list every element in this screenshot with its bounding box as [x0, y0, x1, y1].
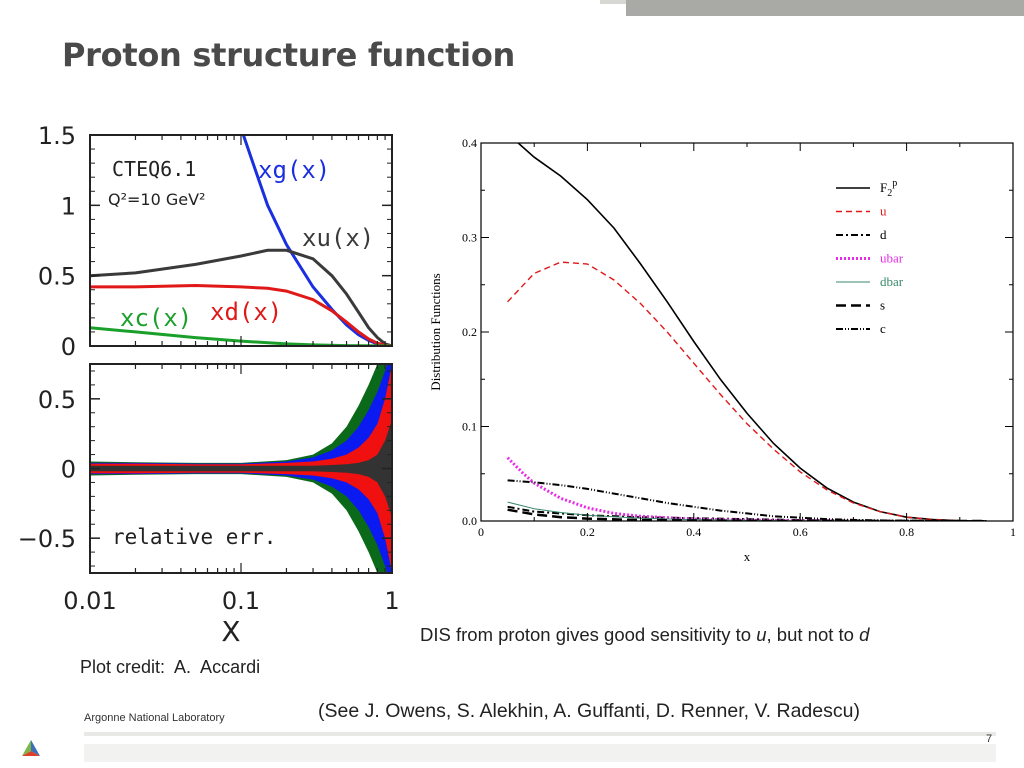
y-tick-label: 0 — [61, 456, 76, 484]
x-tick-label: 1 — [384, 587, 399, 615]
x-axis-label: x — [744, 549, 751, 564]
pdf-set-label: CTEQ6.1 — [112, 157, 196, 181]
x-tick-label: 0.01 — [63, 587, 116, 615]
pdf-chart: 0 0.5 1 1.5 CTEQ6.1 Q²=10 GeV² xg(x) xu(x) xd(x)… — [38, 122, 393, 361]
legend-subscript: 2 — [887, 188, 892, 199]
argonne-logo-icon — [22, 740, 40, 756]
x-tick-label: 1 — [1010, 525, 1016, 539]
x-tick-label: 0.1 — [222, 587, 260, 615]
legend-superscript: p — [892, 178, 897, 189]
series-line-c — [507, 479, 987, 521]
distribution-plot-bg — [481, 143, 1013, 521]
caption-u: u — [756, 624, 767, 645]
error-band-3 — [90, 419, 392, 518]
y-tick-label: 1.5 — [38, 122, 76, 150]
series-line-xd(x) — [90, 283, 392, 346]
y-tick-label: 0.2 — [462, 325, 477, 339]
legend-label-c: c — [880, 321, 886, 336]
y-tick-label: −0.5 — [18, 525, 76, 553]
plot-credit: Plot credit: A. Accardi — [80, 657, 261, 677]
series-label-xu(x): xu(x) — [302, 224, 374, 252]
distribution-chart: 0.0 0.1 0.2 0.3 0.4 0 0.2 0.4 0.6 0.8 1 x Distributi… — [428, 136, 1016, 564]
series-label-xg(x): xg(x) — [258, 156, 330, 184]
series-label-xc(x): xc(x) — [120, 304, 192, 332]
x-tick-label: 0.4 — [686, 525, 701, 539]
page-number: 7 — [986, 733, 993, 745]
y-tick-label: 0.5 — [38, 263, 76, 291]
legend-label-s: s — [880, 298, 885, 313]
y-tick-label: 0.5 — [38, 386, 76, 414]
references-note: (See J. Owens, S. Alekhin, A. Guffanti, … — [318, 700, 860, 722]
y-tick-label: 0.1 — [462, 420, 477, 434]
caption-d: d — [859, 624, 870, 645]
y-axis-label: Distribution Functions — [428, 273, 443, 390]
x-axis-label: X — [221, 615, 240, 648]
y-tick-label: 1 — [61, 192, 76, 220]
series-line-xu(x) — [90, 248, 392, 346]
slide-title: Proton structure function — [62, 36, 515, 74]
x-tick-label: 0.2 — [580, 525, 595, 539]
legend-label-u: u — [880, 204, 887, 219]
y-tick-label: 0.4 — [462, 136, 477, 150]
y-tick-label: 0.3 — [462, 231, 477, 245]
series-label-xd(x): xd(x) — [210, 298, 282, 326]
footer-band — [84, 744, 996, 762]
scale-label: Q²=10 GeV² — [108, 190, 205, 209]
footer-organization: Argonne National Laboratory — [84, 712, 225, 724]
caption-middle: , but not to — [766, 624, 860, 645]
caption-prefix: DIS from proton gives good sensitivity t… — [420, 624, 757, 645]
slide-caption: DIS from proton gives good sensitivity t… — [420, 624, 869, 646]
x-tick-label: 0 — [478, 525, 484, 539]
x-tick-label: 0.6 — [793, 525, 808, 539]
legend-label-d: d — [880, 227, 887, 242]
relative-error-label: relative err. — [112, 525, 276, 549]
y-tick-label: 0.0 — [462, 514, 477, 528]
x-tick-label: 0.8 — [899, 525, 914, 539]
y-tick-label: 0 — [61, 333, 76, 361]
footer-rule — [84, 732, 996, 736]
header-band — [626, 0, 1024, 16]
legend-label-dbar: dbar — [880, 274, 904, 289]
legend-label-ubar: ubar — [880, 251, 904, 266]
